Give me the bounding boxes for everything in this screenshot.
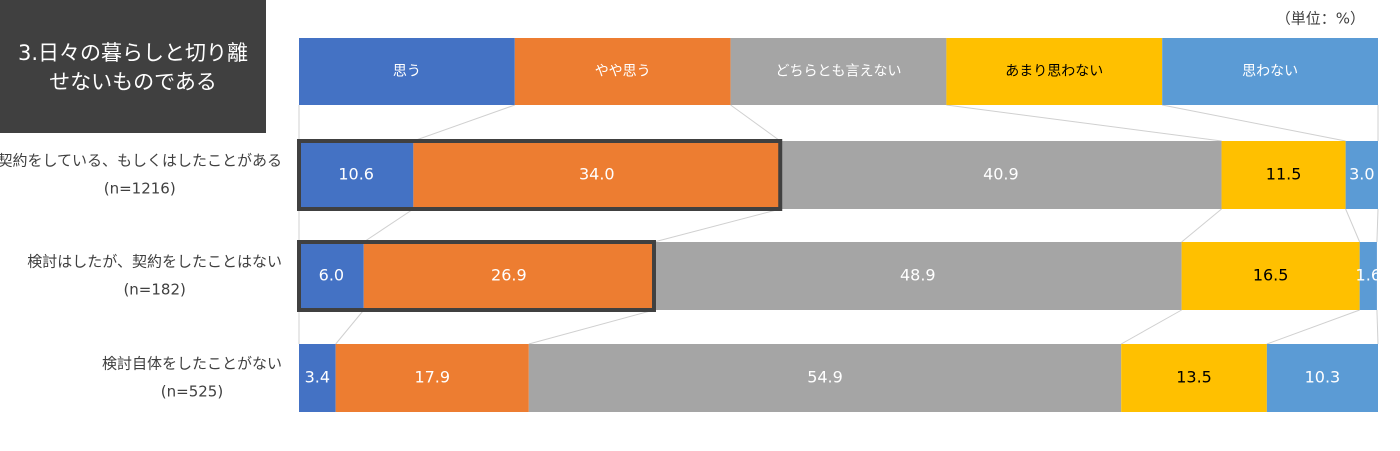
bar-segment: [299, 344, 336, 412]
value-label: 1.6: [1356, 266, 1381, 285]
highlight-box: [297, 240, 656, 312]
connector: [413, 104, 515, 142]
legend-swatch: [514, 38, 731, 105]
bar-segment: [1121, 344, 1267, 412]
bar-segment: [363, 242, 654, 310]
bar-segment: [413, 141, 781, 209]
value-label: 48.9: [900, 266, 936, 285]
legend-label: どちらとも言えない: [776, 64, 902, 80]
value-label: 40.9: [983, 165, 1019, 184]
connector: [1376, 208, 1379, 243]
sample-size: (n=182): [123, 281, 185, 299]
bar-segment: [1266, 344, 1378, 412]
connector: [730, 104, 781, 142]
category-label: 検討はしたが、契約をしたことはない: [27, 253, 282, 271]
value-label: 3.0: [1349, 165, 1374, 184]
value-label: 10.6: [338, 165, 374, 184]
legend-swatch: [946, 38, 1163, 105]
value-label: 11.5: [1266, 165, 1302, 184]
chart-title: 3.日々の暮らしと切り離: [18, 41, 248, 65]
bar-segment: [653, 242, 1182, 310]
value-label: 3.4: [305, 368, 330, 387]
value-label: 16.5: [1253, 266, 1289, 285]
chart-title: せないものである: [49, 70, 217, 94]
bar-segment: [780, 141, 1222, 209]
bar-segment: [528, 344, 1122, 412]
legend-swatch: [1162, 38, 1378, 105]
bar-segment: [1221, 141, 1346, 209]
legend-swatch: [730, 38, 947, 105]
bar-segment: [335, 344, 529, 412]
legend-label: あまり思わない: [1005, 64, 1103, 80]
value-label: 17.9: [414, 368, 450, 387]
category-label: 検討自体をしたことがない: [102, 355, 282, 373]
bar-segment: [299, 141, 414, 209]
connector: [1181, 208, 1222, 243]
category-label: 契約をしている、もしくはしたことがある: [0, 152, 282, 170]
connector: [1266, 309, 1360, 345]
legend-swatch: [299, 38, 515, 105]
value-label: 34.0: [579, 165, 615, 184]
legend-label: やや思う: [595, 64, 651, 80]
connector: [653, 208, 781, 243]
bar-segment: [1359, 242, 1377, 310]
value-label: 6.0: [319, 266, 344, 285]
connector: [946, 104, 1222, 142]
value-label: 13.5: [1176, 368, 1212, 387]
legend-label: 思わない: [1242, 64, 1298, 80]
bar-segment: [299, 242, 364, 310]
highlight-box: [297, 139, 783, 211]
unit-label: （単位：%）: [1276, 10, 1365, 28]
connector: [1162, 104, 1346, 142]
bar-segment: [1345, 141, 1378, 209]
legend-label: 思う: [393, 64, 421, 80]
value-label: 26.9: [491, 266, 527, 285]
connector: [1120, 309, 1182, 345]
connector: [528, 309, 655, 345]
connector: [335, 309, 365, 345]
sample-size: (n=525): [161, 383, 223, 401]
connector: [1345, 208, 1361, 243]
title-box: [0, 0, 266, 133]
value-label: 54.9: [807, 368, 843, 387]
connector: [1376, 309, 1379, 345]
bar-segment: [1181, 242, 1360, 310]
sample-size: (n=1216): [104, 180, 176, 198]
connector: [363, 208, 414, 243]
value-label: 10.3: [1305, 368, 1341, 387]
